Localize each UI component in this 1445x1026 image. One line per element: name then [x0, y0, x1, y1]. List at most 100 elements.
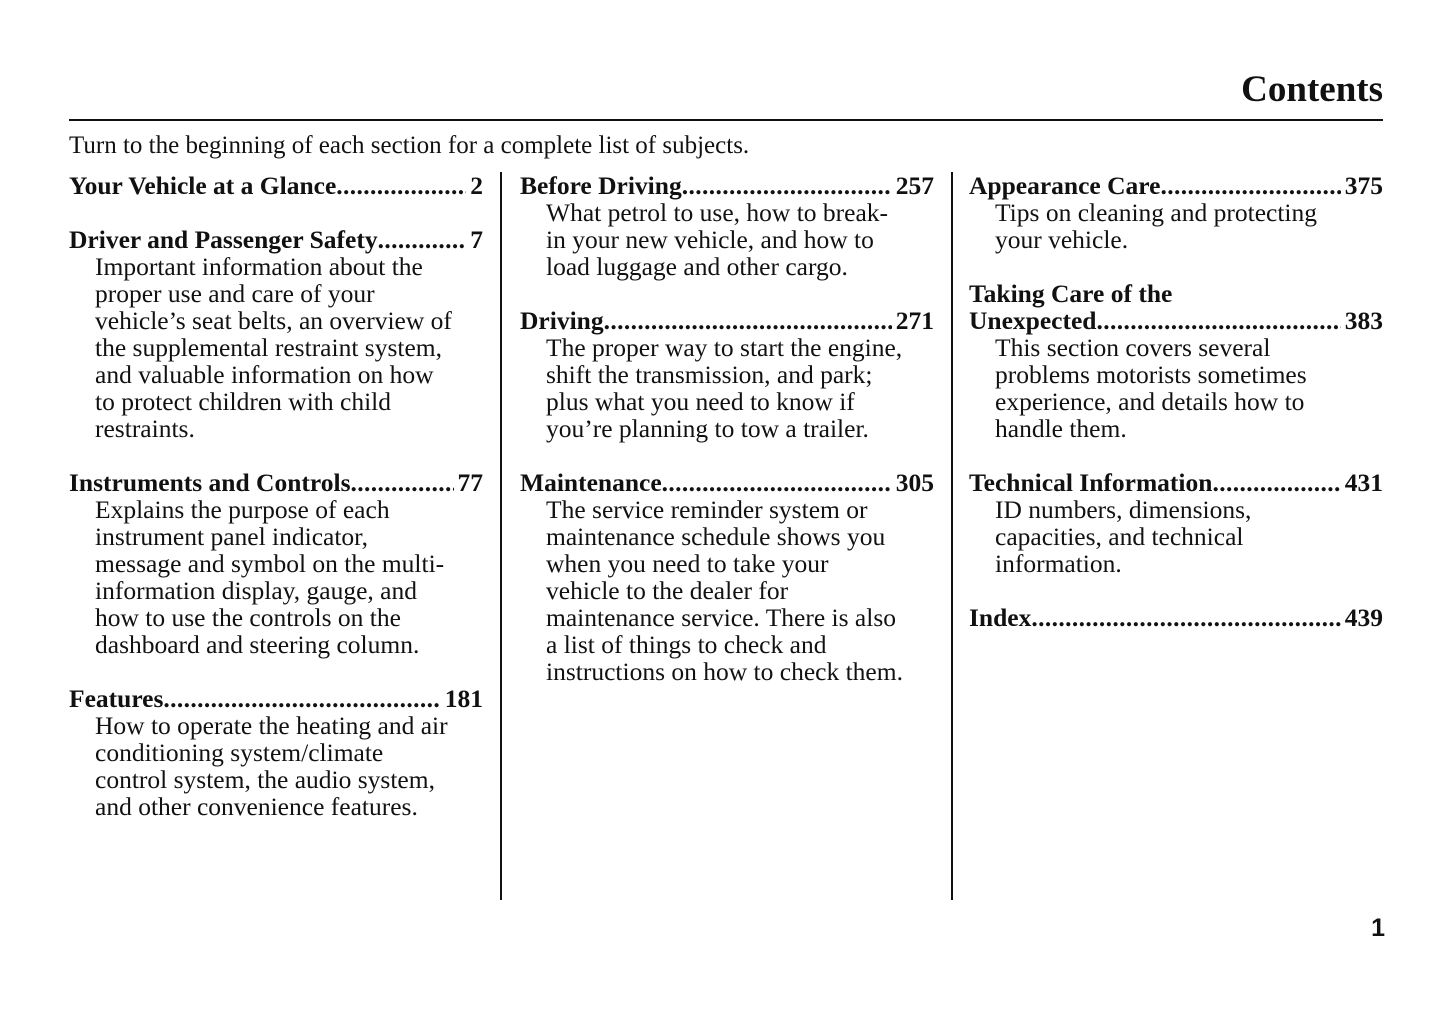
toc-heading-row[interactable]: Your Vehicle at a Glance 2 — [69, 172, 483, 199]
toc-entry[interactable]: Your Vehicle at a Glance 2 — [69, 172, 483, 199]
dot-leader — [378, 226, 467, 253]
dot-leader — [351, 469, 454, 496]
toc-page-number[interactable]: 77 — [457, 468, 484, 497]
toc-description-line: message and symbol on the multi- — [95, 549, 445, 578]
toc-page-number[interactable]: 439 — [1344, 603, 1383, 632]
column-divider — [951, 172, 953, 900]
toc-description-line: how to use the controls on the — [95, 603, 401, 632]
dot-leader — [604, 307, 892, 334]
toc-description-line: The service reminder system or — [546, 495, 868, 524]
dot-leader — [682, 172, 892, 199]
toc-description-line: handle them. — [995, 414, 1127, 443]
toc-description-line: This section covers several — [995, 333, 1271, 362]
toc-heading-row[interactable]: Technical Information 431 — [969, 469, 1383, 496]
toc-description-line: shift the transmission, and park; — [546, 360, 873, 389]
dot-leader — [1031, 604, 1340, 631]
toc-heading-row[interactable]: Appearance Care 375 — [969, 172, 1383, 199]
toc-page-number[interactable]: 305 — [895, 468, 934, 497]
dot-leader — [163, 685, 440, 712]
toc-description-line: information. — [995, 549, 1122, 578]
toc-description-line: capacities, and technical — [995, 522, 1244, 551]
toc-description-line: when you need to take your — [546, 549, 829, 578]
toc-heading[interactable]: Unexpected — [969, 306, 1097, 335]
toc-description-line: maintenance service. There is also — [546, 603, 897, 632]
toc-heading[interactable]: Appearance Care — [969, 171, 1161, 200]
toc-description-line: instrument panel indicator, — [95, 522, 369, 551]
toc-description-line: in your new vehicle, and how to — [546, 225, 874, 254]
toc-heading[interactable]: Technical Information — [969, 468, 1213, 497]
toc-heading-row[interactable]: Driving 271 — [520, 307, 934, 334]
dot-leader — [1096, 307, 1340, 334]
toc-description-line: Explains the purpose of each — [95, 495, 390, 524]
toc-heading-row[interactable]: Taking Care of the — [969, 280, 1383, 307]
toc-description-line: vehicle to the dealer for — [546, 576, 789, 605]
toc-page-number[interactable]: 431 — [1344, 468, 1383, 497]
toc-description-line: plus what you need to know if — [546, 387, 855, 416]
toc-heading-row[interactable]: Unexpected 383 — [969, 307, 1383, 334]
toc-description-line: information display, gauge, and — [95, 576, 417, 605]
toc-heading[interactable]: Instruments and Controls — [69, 468, 351, 497]
toc-description-line: restraints. — [95, 414, 195, 443]
dot-leader — [1212, 469, 1340, 496]
toc-entry[interactable]: Instruments and Controls 77 Explains the p… — [69, 469, 483, 658]
dot-leader — [1160, 172, 1340, 199]
toc-entry[interactable]: Driver and Passenger Safety 7 Important in… — [69, 226, 483, 442]
toc-heading[interactable]: Features — [69, 684, 164, 713]
toc-description-line: load luggage and other cargo. — [546, 252, 848, 281]
toc-column-3: Appearance Care 375 Tips on cleaning and p… — [969, 172, 1383, 658]
toc-description-line: experience, and details how to — [995, 387, 1305, 416]
toc-page-number[interactable]: 2 — [470, 171, 483, 200]
toc-description-line: problems motorists sometimes — [995, 360, 1307, 389]
toc-description-line: maintenance schedule shows you — [546, 522, 886, 551]
toc-description-line: the supplemental restraint system, — [95, 333, 443, 362]
toc-entry[interactable]: Maintenance 305 The service reminder syste… — [520, 469, 934, 685]
toc-page-number[interactable]: 7 — [470, 225, 483, 254]
toc-description-line: How to operate the heating and air — [95, 711, 448, 740]
toc-description-line: and valuable information on how — [95, 360, 434, 389]
toc-page-number[interactable]: 271 — [895, 306, 934, 335]
toc-description-line: dashboard and steering column. — [95, 630, 420, 659]
toc-heading[interactable]: Index — [969, 603, 1032, 632]
page-number: 1 — [1371, 914, 1385, 942]
toc-entry[interactable]: Appearance Care 375 Tips on cleaning and p… — [969, 172, 1383, 253]
title-rule — [69, 119, 1383, 121]
toc-description-line: vehicle’s seat belts, an overview of — [95, 306, 452, 335]
column-divider — [500, 172, 502, 900]
toc-description-line: your vehicle. — [995, 225, 1129, 254]
dot-leader — [662, 469, 892, 496]
toc-heading-row[interactable]: Before Driving 257 — [520, 172, 934, 199]
toc-heading[interactable]: Maintenance — [520, 468, 662, 497]
toc-entry[interactable]: Index 439 — [969, 604, 1383, 631]
toc-heading[interactable]: Driver and Passenger Safety — [69, 225, 378, 254]
toc-description-line: What petrol to use, how to break- — [546, 198, 889, 227]
toc-description-line: conditioning system/climate — [95, 738, 384, 767]
toc-heading[interactable]: Driving — [520, 306, 604, 335]
toc-heading-row[interactable]: Instruments and Controls 77 — [69, 469, 483, 496]
toc-page-number[interactable]: 375 — [1344, 171, 1383, 200]
toc-page-number[interactable]: 181 — [444, 684, 483, 713]
toc-heading-row[interactable]: Index 439 — [969, 604, 1383, 631]
toc-page-number[interactable]: 257 — [895, 171, 934, 200]
toc-column-1: Your Vehicle at a Glance 2 Driver and Pass… — [69, 172, 483, 847]
toc-description-line: and other convenience features. — [95, 792, 418, 821]
toc-heading-row[interactable]: Features 181 — [69, 685, 483, 712]
toc-description-line: The proper way to start the engine, — [546, 333, 903, 362]
toc-description-line: ID numbers, dimensions, — [995, 495, 1252, 524]
toc-description-line: proper use and care of your — [95, 279, 375, 308]
toc-entry[interactable]: Technical Information 431 ID numbers, dime… — [969, 469, 1383, 577]
toc-heading[interactable]: Your Vehicle at a Glance — [69, 171, 337, 200]
toc-description-line: to protect children with child — [95, 387, 392, 416]
toc-description-line: Important information about the — [95, 252, 423, 281]
intro-text: Turn to the beginning of each section fo… — [69, 132, 750, 159]
toc-heading-row[interactable]: Driver and Passenger Safety 7 — [69, 226, 483, 253]
toc-heading[interactable]: Before Driving — [520, 171, 682, 200]
toc-description-line: Tips on cleaning and protecting — [995, 198, 1318, 227]
toc-heading-row[interactable]: Maintenance 305 — [520, 469, 934, 496]
toc-page-number[interactable]: 383 — [1344, 306, 1383, 335]
toc-heading[interactable]: Taking Care of the — [969, 279, 1173, 308]
